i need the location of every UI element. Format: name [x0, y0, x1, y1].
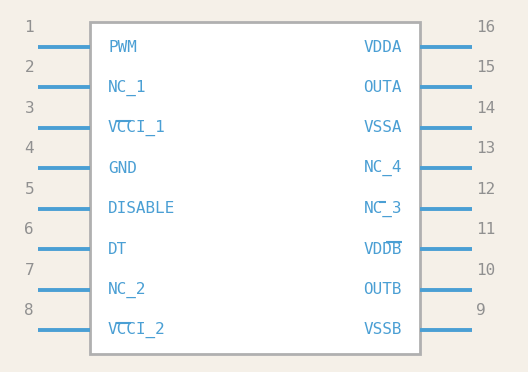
- Text: VCCI_1: VCCI_1: [108, 120, 166, 136]
- Text: 9: 9: [476, 303, 486, 318]
- Text: 2: 2: [24, 60, 34, 76]
- Text: 3: 3: [24, 101, 34, 116]
- Text: PWM: PWM: [108, 39, 137, 55]
- Text: 5: 5: [24, 182, 34, 197]
- Text: VDDA: VDDA: [363, 39, 402, 55]
- Text: 4: 4: [24, 141, 34, 156]
- Text: 10: 10: [476, 263, 495, 278]
- Text: DT: DT: [108, 242, 127, 257]
- Text: 11: 11: [476, 222, 495, 237]
- Text: 14: 14: [476, 101, 495, 116]
- Text: 15: 15: [476, 60, 495, 76]
- Text: NC_2: NC_2: [108, 282, 146, 298]
- Text: 13: 13: [476, 141, 495, 156]
- Text: 6: 6: [24, 222, 34, 237]
- Text: 16: 16: [476, 20, 495, 35]
- Text: OUTA: OUTA: [363, 80, 402, 95]
- Text: VSSB: VSSB: [363, 323, 402, 337]
- Text: NC_4: NC_4: [363, 160, 402, 176]
- Text: OUTB: OUTB: [363, 282, 402, 297]
- Text: GND: GND: [108, 161, 137, 176]
- Text: VSSA: VSSA: [363, 121, 402, 135]
- Text: NC_1: NC_1: [108, 79, 146, 96]
- Text: DISABLE: DISABLE: [108, 201, 175, 216]
- Text: 8: 8: [24, 303, 34, 318]
- Text: VCCI_2: VCCI_2: [108, 322, 166, 338]
- Text: 12: 12: [476, 182, 495, 197]
- Text: VDDB: VDDB: [363, 242, 402, 257]
- Bar: [90, 22, 420, 354]
- Text: 7: 7: [24, 263, 34, 278]
- Text: NC_3: NC_3: [363, 201, 402, 217]
- Text: 1: 1: [24, 20, 34, 35]
